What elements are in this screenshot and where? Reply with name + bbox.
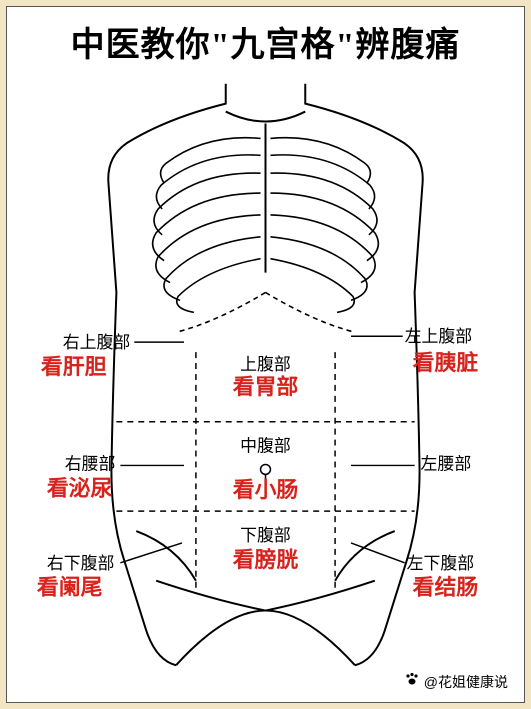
- page-title: 中医教你"九宫格"辨腹痛: [7, 17, 524, 66]
- region-organ-upper-left: 看胰脏: [413, 350, 479, 375]
- diagram-svg: 右上腹部看肝胆左上腹部看胰脏上腹部看胃部右腰部看泌尿中腹部看小肠左腰部右下腹部看…: [17, 72, 514, 672]
- region-label-umbilical: 中腹部: [240, 437, 291, 456]
- pawprint-icon: [404, 671, 420, 690]
- region-organ-epigastric: 看胃部: [233, 374, 299, 399]
- region-organ-left-iliac: 看结肠: [413, 575, 479, 600]
- region-label-epigastric: 上腹部: [240, 355, 291, 374]
- region-label-upper-right: 右上腹部: [63, 333, 131, 352]
- title-suffix: 辨腹痛: [355, 26, 460, 64]
- anatomy-diagram: 右上腹部看肝胆左上腹部看胰脏上腹部看胃部右腰部看泌尿中腹部看小肠左腰部右下腹部看…: [17, 72, 514, 672]
- region-organ-umbilical: 看小肠: [233, 478, 299, 502]
- region-label-hypogastric: 下腹部: [240, 526, 291, 545]
- region-label-right-lumbar: 右腰部: [65, 454, 116, 473]
- title-prefix: 中医教你: [71, 26, 211, 64]
- region-label-right-iliac: 右下腹部: [47, 554, 115, 573]
- region-organ-upper-right: 看肝胆: [41, 355, 107, 379]
- attribution: @花姐健康说: [404, 671, 508, 692]
- ribs-left: [266, 138, 379, 333]
- region-labels: 右上腹部看肝胆左上腹部看胰脏上腹部看胃部右腰部看泌尿中腹部看小肠左腰部右下腹部看…: [37, 327, 478, 599]
- title-quoted: "九宫格": [211, 27, 356, 64]
- region-label-left-iliac: 左下腹部: [407, 554, 475, 573]
- region-organ-hypogastric: 看膀胱: [233, 547, 299, 572]
- region-label-left-lumbar: 左腰部: [421, 454, 472, 473]
- region-organ-right-iliac: 看阑尾: [37, 575, 103, 600]
- inner-panel: 中医教你"九宫格"辨腹痛: [6, 6, 525, 703]
- attribution-text: @花姐健康说: [424, 674, 508, 690]
- outer-frame: 中医教你"九宫格"辨腹痛: [0, 0, 531, 709]
- ribs-right: [153, 138, 266, 333]
- region-organ-right-lumbar: 看泌尿: [47, 475, 113, 500]
- region-label-upper-left: 左上腹部: [405, 327, 473, 346]
